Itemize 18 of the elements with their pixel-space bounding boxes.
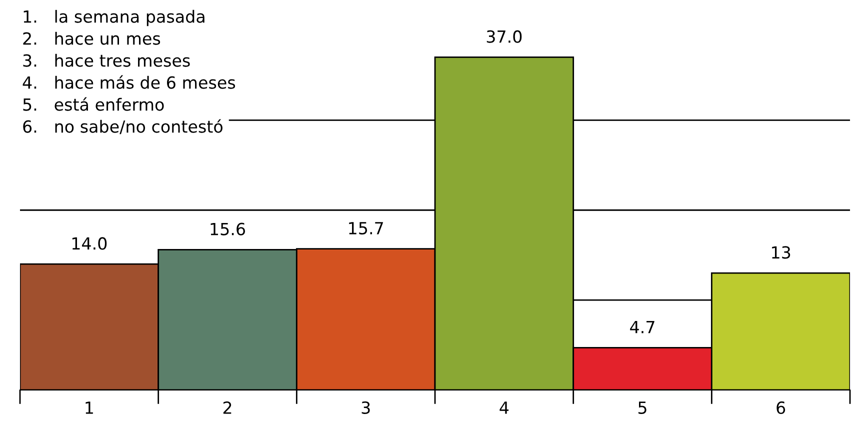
data-label: 15.7 (349, 222, 383, 234)
x-tick-label: 3 (362, 401, 370, 414)
x-tick-label: 2 (223, 401, 232, 414)
data-label: 37.0 (486, 30, 522, 43)
data-label: 4.7 (630, 321, 654, 334)
annotation: 3. hace tres meses (23, 54, 190, 67)
data-label: 13 (772, 246, 790, 259)
text: 1. la semana pasada (24, 10, 204, 26)
annotation: 5. está enfermo (23, 97, 164, 111)
x-tick-label: 5 (638, 402, 646, 414)
x-tick-label: 4 (500, 402, 509, 414)
data-label: 15.6 (210, 222, 246, 236)
x-tick-label: 1 (86, 402, 93, 414)
annotation: 4. hace más de 6 meses (22, 75, 236, 89)
annotation: 6. no sabe/no contestó (23, 119, 222, 134)
x-tick-label: 6 (776, 401, 786, 414)
text: 2. hace un mes (23, 32, 160, 45)
data-label: 14.0 (72, 237, 107, 250)
